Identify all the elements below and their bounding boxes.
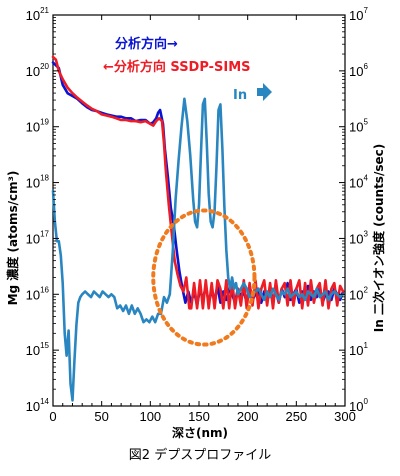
in-series-label: In xyxy=(233,88,247,103)
left-y-tick-label: 1018 xyxy=(26,174,50,191)
x-tick-label: 150 xyxy=(188,409,210,424)
x-tick-label: 250 xyxy=(285,409,307,424)
figure-caption: 図2 デプスプロファイル xyxy=(129,447,271,463)
left-y-tick-label: 1015 xyxy=(26,341,50,358)
x-tick-label: 200 xyxy=(237,409,259,424)
tick-layer: 0 50 100 150 200 250 300 1014 1015 1016 1017 1018 10… xyxy=(26,6,369,424)
x-tick-label: 100 xyxy=(139,409,161,424)
right-y-tick-label: 107 xyxy=(349,6,368,23)
right-y-tick-label: 101 xyxy=(349,341,368,358)
x-tick-label: 300 xyxy=(334,409,356,424)
right-axis-label: In 二次イオン強度 (counts/sec) xyxy=(371,144,386,332)
left-y-tick-label: 1014 xyxy=(26,397,50,414)
right-y-tick-label: 106 xyxy=(349,62,368,79)
right-y-tick-label: 100 xyxy=(349,397,368,414)
x-tick-label: 0 xyxy=(49,409,56,424)
right-y-tick-label: 104 xyxy=(349,174,368,191)
left-y-tick-label: 1016 xyxy=(26,285,50,302)
left-y-tick-label: 1017 xyxy=(26,229,50,246)
right-arrow-icon xyxy=(257,83,272,101)
red-series-label: ←分析方向 SSDP-SIMS xyxy=(103,59,251,75)
series-line-teal xyxy=(51,97,345,402)
series-layer xyxy=(51,55,345,402)
left-axis-label: Mg 濃度 (atoms/cm³) xyxy=(5,171,20,306)
left-y-tick-label: 1019 xyxy=(26,118,50,135)
series-line-blue xyxy=(51,61,345,307)
series-line-red xyxy=(51,55,345,310)
right-y-tick-label: 102 xyxy=(349,285,368,302)
left-y-tick-label: 1021 xyxy=(26,6,50,23)
x-axis-label: 深さ(nm) xyxy=(172,425,228,440)
blue-series-label: 分析方向→ xyxy=(115,36,178,52)
highlight-circle xyxy=(151,208,257,347)
x-tick-label: 50 xyxy=(94,409,108,424)
right-y-tick-label: 105 xyxy=(349,118,368,135)
right-y-tick-label: 103 xyxy=(349,229,368,246)
left-y-tick-label: 1020 xyxy=(26,62,50,79)
